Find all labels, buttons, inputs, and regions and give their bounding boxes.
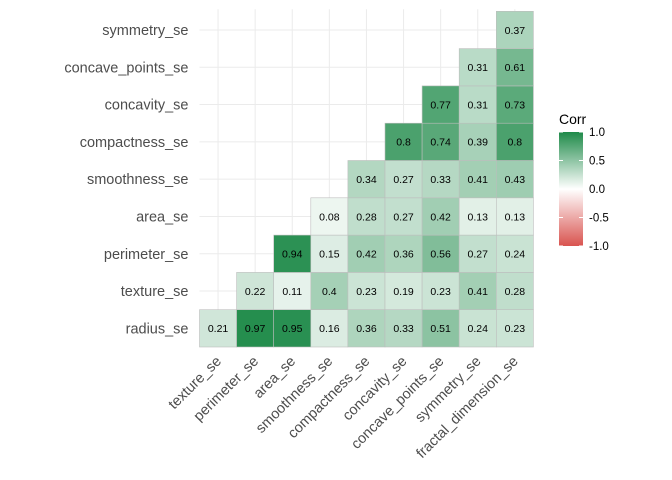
cell-value-label: 0.31 xyxy=(468,99,489,111)
y-tick-label: symmetry_se xyxy=(102,23,188,39)
cell-value-label: 0.31 xyxy=(468,62,489,74)
cell-value-label: 0.41 xyxy=(468,286,489,298)
legend-ticks: 1.0 0.5 0.0 -0.5 -1.0 xyxy=(559,127,609,253)
cell-value-label: 0.39 xyxy=(468,137,489,149)
cell-value-label: 0.77 xyxy=(430,99,451,111)
heatmap-cell xyxy=(458,272,497,310)
heatmap-cells: 0.21 0.97 0.95 0.16 0.36 0.33 0.51 0.24 0.23 0.22… xyxy=(199,11,534,348)
heatmap-cell xyxy=(236,309,275,348)
y-tick-label: concavity_se xyxy=(105,98,189,114)
heatmap-cell xyxy=(495,11,534,49)
cell-value-label: 0.56 xyxy=(430,249,451,261)
cell-value-label: 0.27 xyxy=(468,249,489,261)
cell-value-label: 0.08 xyxy=(319,211,340,223)
legend-tick-label: 0.5 xyxy=(589,156,605,168)
cell-value-label: 0.33 xyxy=(430,174,451,186)
legend: Corr 1.0 0.5 0.0 -0.5 -1.0 xyxy=(559,111,609,253)
cell-value-label: 0.21 xyxy=(208,323,229,335)
cell-value-label: 0.51 xyxy=(430,323,451,335)
cell-value-label: 0.16 xyxy=(319,323,340,335)
cell-value-label: 0.28 xyxy=(505,286,526,298)
heatmap-cell xyxy=(421,272,460,310)
heatmap-cell xyxy=(310,234,349,273)
y-tick-label: area_se xyxy=(136,209,188,225)
cell-value-label: 0.19 xyxy=(393,286,414,298)
heatmap-cell xyxy=(384,272,423,310)
cell-value-label: 0.27 xyxy=(393,211,414,223)
heatmap-cell xyxy=(310,197,349,236)
heatmap-cell xyxy=(347,160,386,199)
cell-value-label: 0.43 xyxy=(505,174,526,186)
heatmap-cell xyxy=(458,309,497,348)
heatmap-cell xyxy=(495,85,534,124)
heatmap-cell xyxy=(421,85,460,124)
y-tick-label: concave_points_se xyxy=(64,60,188,76)
cell-value-label: 0.23 xyxy=(430,286,451,298)
heatmap-cell xyxy=(273,272,312,310)
legend-tick-label: -0.5 xyxy=(589,213,609,225)
cell-value-label: 0.97 xyxy=(245,323,266,335)
heatmap-cell xyxy=(495,309,534,348)
heatmap-cell xyxy=(199,309,237,348)
cell-value-label: 0.23 xyxy=(356,286,377,298)
heatmap-cell xyxy=(421,122,460,161)
cell-value-label: 0.23 xyxy=(505,323,526,335)
legend-tick-label: -1.0 xyxy=(589,241,609,253)
cell-value-label: 0.27 xyxy=(393,174,414,186)
heatmap-cell xyxy=(310,309,349,348)
cell-value-label: 0.37 xyxy=(505,25,526,37)
heatmap-cell xyxy=(458,122,497,161)
cell-value-label: 0.36 xyxy=(356,323,377,335)
heatmap-cell xyxy=(421,197,460,236)
x-axis-labels: texture_seperimeter_searea_sesmoothness_… xyxy=(166,354,522,462)
heatmap-cell xyxy=(458,85,497,124)
cell-value-label: 0.28 xyxy=(356,211,377,223)
cell-value-label: 0.13 xyxy=(468,211,489,223)
heatmap-cell xyxy=(236,272,275,310)
cell-value-label: 0.8 xyxy=(396,137,411,149)
cell-value-label: 0.13 xyxy=(505,211,526,223)
heatmap-cell xyxy=(384,309,423,348)
cell-value-label: 0.74 xyxy=(430,137,451,149)
cell-value-label: 0.15 xyxy=(319,249,340,261)
heatmap-cell xyxy=(384,122,423,161)
cell-value-label: 0.94 xyxy=(282,249,303,261)
legend-tick-label: 1.0 xyxy=(589,127,605,139)
y-axis-labels: radius_se texture_se perimeter_se area_se sm… xyxy=(64,23,188,337)
legend-tick-label: 0.0 xyxy=(589,184,605,196)
cell-value-label: 0.22 xyxy=(245,286,266,298)
y-tick-label: radius_se xyxy=(126,321,189,337)
cell-value-label: 0.8 xyxy=(508,137,523,149)
y-tick-label: perimeter_se xyxy=(104,247,189,263)
cell-value-label: 0.42 xyxy=(430,211,451,223)
heatmap-cell xyxy=(458,160,497,199)
heatmap-cell xyxy=(347,234,386,273)
cell-value-label: 0.34 xyxy=(356,174,377,186)
cell-value-label: 0.11 xyxy=(282,286,302,298)
y-tick-label: texture_se xyxy=(121,284,189,300)
heatmap-cell xyxy=(347,197,386,236)
cell-value-label: 0.4 xyxy=(322,286,337,298)
heatmap-cell xyxy=(495,272,534,310)
cell-value-label: 0.24 xyxy=(468,323,489,335)
cell-value-label: 0.42 xyxy=(356,249,377,261)
cell-value-label: 0.36 xyxy=(393,249,414,261)
cell-value-label: 0.33 xyxy=(393,323,414,335)
cell-value-label: 0.41 xyxy=(468,174,489,186)
cell-value-label: 0.61 xyxy=(505,62,526,74)
heatmap-cell xyxy=(458,234,497,273)
cell-value-label: 0.95 xyxy=(282,323,303,335)
y-tick-label: smoothness_se xyxy=(87,172,189,188)
cell-value-label: 0.24 xyxy=(505,249,526,261)
heatmap-cell xyxy=(384,160,423,199)
cell-value-label: 0.73 xyxy=(505,99,526,111)
y-tick-label: compactness_se xyxy=(80,135,189,151)
heatmap-cell xyxy=(421,309,460,348)
legend-title: Corr xyxy=(559,111,587,127)
